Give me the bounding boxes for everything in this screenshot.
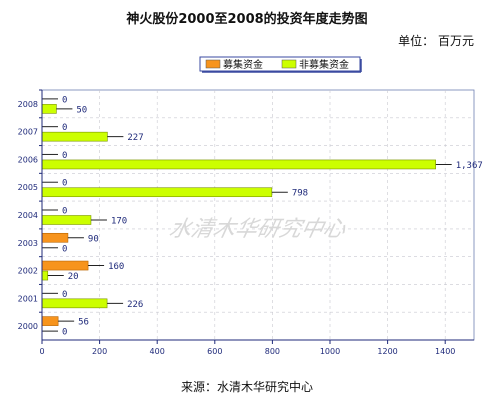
data-label: 227 [127, 133, 143, 143]
data-label: 0 [62, 328, 67, 338]
grid-lines [42, 90, 474, 340]
y-tick-label: 2003 [18, 239, 38, 248]
data-label: 50 [76, 105, 87, 115]
x-tick-label: 800 [265, 347, 280, 356]
x-tick-label: 1200 [377, 347, 397, 356]
y-tick-label: 2000 [18, 322, 38, 331]
y-tick-label: 2008 [18, 100, 38, 109]
data-label: 160 [108, 262, 124, 272]
data-label: 0 [62, 95, 67, 105]
x-tick-label: 600 [207, 347, 222, 356]
legend-swatch-raised-funds [205, 59, 221, 69]
data-label: 20 [68, 272, 79, 282]
bar-non-raised-funds [41, 187, 273, 198]
unit-label: 单位： 百万元 [398, 34, 474, 48]
data-label: 56 [78, 318, 89, 328]
legend: 募集资金 非募集资金 [199, 56, 362, 73]
bar-non-raised-funds [41, 298, 108, 309]
x-tick-label: 400 [150, 347, 165, 356]
chart-title: 神火股份2000至2008的投资年度走势图 [126, 12, 368, 27]
data-label: 0 [62, 290, 67, 300]
bar-non-raised-funds [41, 159, 436, 170]
y-tick-label: 2002 [18, 267, 38, 276]
data-label: 170 [111, 217, 127, 227]
y-tick-label: 2001 [18, 294, 38, 303]
data-label: 798 [292, 189, 308, 199]
x-tick-label: 0 [39, 347, 44, 356]
legend-label-raised-funds: 募集资金 [223, 58, 263, 71]
legend-swatch-non-raised-funds [281, 59, 297, 69]
x-tick-label: 1000 [320, 347, 340, 356]
data-label: 0 [62, 244, 67, 254]
plot-background [41, 89, 475, 341]
data-label: 0 [62, 123, 67, 133]
legend-box [199, 56, 361, 72]
axes: 0 200 400 600 800 1000 1200 1400200820072006200… [18, 89, 474, 356]
bar-non-raised-funds [41, 131, 108, 142]
data-label: 1,367 [456, 161, 483, 171]
bar-raised-funds [41, 232, 69, 243]
legend-label-non-raised-funds: 非募集资金 [299, 58, 349, 71]
watermark-text: 水清木华研究中心 [167, 216, 349, 242]
y-tick-label: 2007 [18, 128, 38, 137]
source-note: 来源：水清木华研究中心 [180, 380, 313, 394]
data-label: 90 [88, 234, 99, 244]
data-label: 226 [127, 300, 143, 310]
y-tick-label: 2006 [18, 155, 38, 164]
x-tick-label: 200 [92, 347, 107, 356]
y-tick-label: 2005 [18, 183, 38, 192]
data-label: 0 [62, 207, 67, 217]
y-tick-label: 2004 [18, 211, 38, 220]
bar-non-raised-funds [41, 215, 92, 225]
data-label: 0 [62, 151, 67, 161]
bar-raised-funds [41, 260, 89, 271]
x-tick-label: 1400 [435, 347, 455, 356]
data-label: 0 [62, 179, 67, 189]
bar-non-raised-funds [41, 270, 49, 281]
bar-raised-funds [41, 316, 59, 326]
bar-non-raised-funds [41, 104, 57, 114]
bar-chart: 水清木华研究中心 050022701,367079801709001602002… [18, 56, 483, 356]
